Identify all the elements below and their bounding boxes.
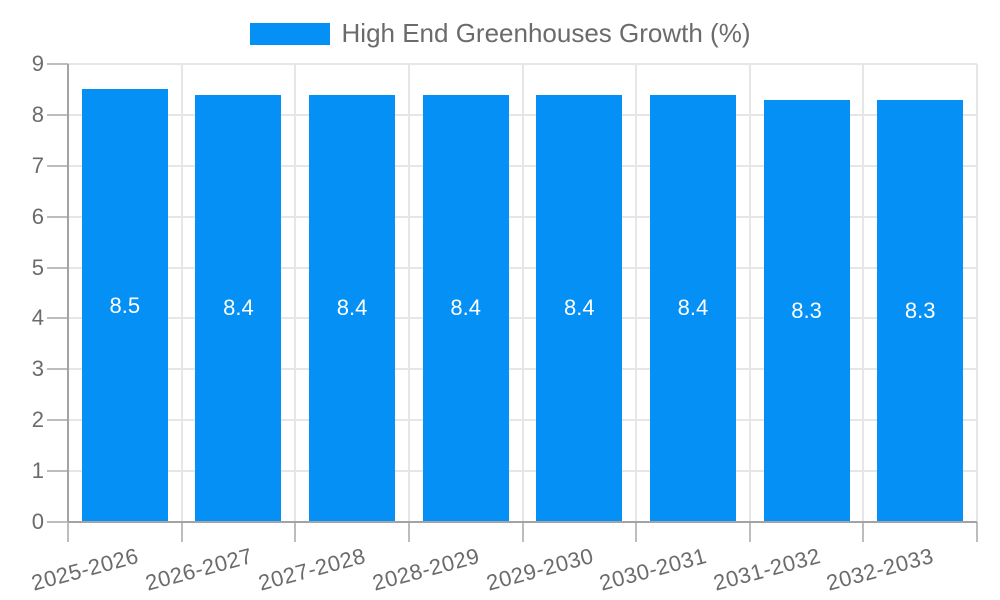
legend-item[interactable]: High End Greenhouses Growth (%) [249,18,751,49]
y-tick-label: 1 [31,458,44,484]
y-tick-mark [47,521,68,523]
y-tick-mark [47,164,68,167]
bar[interactable]: 8.4 [536,94,623,522]
legend: High End Greenhouses Growth (%) [0,18,1000,49]
x-tick-mark [294,522,297,542]
x-tick-label: 2029-2030 [483,543,596,596]
bar[interactable]: 8.4 [649,94,736,522]
x-axis: 2025-2026 2026-2027 2027-2028 2028-2029 2029… [29,522,977,600]
y-tick-mark [47,215,68,218]
x-tick-label: 2032-2033 [824,543,937,596]
bar-value-label: 8.4 [223,295,254,321]
gridline-vertical [180,64,183,522]
gridline-vertical [294,64,297,522]
plot-area: 8.5 8.4 8.4 8.4 8.4 8.4 8.3 8.3 [47,63,978,542]
y-tick-label: 4 [31,305,44,331]
x-tick-mark [521,522,524,542]
gridline-vertical [748,64,751,522]
y-axis-line [67,64,69,522]
y-tick-mark [47,266,68,269]
gridline-vertical [521,64,524,522]
legend-swatch [249,22,330,45]
x-axis-line [68,521,977,523]
x-tick-mark [976,522,978,542]
x-tick-label: 2026-2027 [142,543,255,596]
x-tick-mark [180,522,183,542]
gridline-vertical [862,64,865,522]
y-tick-label: 6 [31,203,44,229]
bar[interactable]: 8.3 [763,99,850,522]
bar[interactable]: 8.3 [877,99,964,522]
bar-value-label: 8.3 [791,297,822,323]
y-tick-label: 8 [31,101,44,127]
x-tick-mark [67,522,69,542]
bar-value-label: 8.5 [109,292,141,318]
bar[interactable]: 8.5 [81,89,168,522]
y-tick-mark [47,470,68,473]
x-tick-label: 2030-2031 [596,543,710,596]
x-tick-label: 2027-2028 [256,543,369,596]
x-tick-mark [862,522,865,542]
y-tick-label: 2 [31,407,44,433]
bar-value-label: 8.4 [336,295,368,321]
x-tick-mark [748,522,751,542]
bar[interactable]: 8.4 [422,94,509,522]
x-tick-label: 2031-2032 [710,543,824,596]
gridline-vertical [635,64,638,522]
y-tick-mark [47,113,68,116]
y-tick-label: 7 [31,152,44,178]
bar-value-label: 8.3 [904,297,936,323]
legend-label: High End Greenhouses Growth (%) [341,18,751,48]
bar-value-label: 8.4 [677,295,709,321]
y-tick-label: 3 [31,356,44,382]
bar-value-label: 8.4 [564,295,595,321]
y-tick-mark [47,63,68,65]
x-tick-label: 2028-2029 [369,543,483,596]
y-tick-label: 0 [31,509,44,534]
bar-value-label: 8.4 [450,295,481,321]
y-tick-mark [47,317,68,320]
x-tick-label: 2025-2026 [28,543,142,596]
y-tick-mark [47,368,68,371]
y-tick-label: 9 [31,51,44,76]
bar[interactable]: 8.4 [309,94,396,522]
y-tick-label: 5 [31,254,44,280]
gridline-vertical [976,64,978,522]
bar[interactable]: 8.4 [195,94,282,522]
y-axis: 0 1 2 3 4 5 6 7 8 9 [0,53,44,533]
x-tick-mark [407,522,410,542]
gridline-vertical [407,64,410,522]
y-tick-mark [47,419,68,422]
x-tick-mark [635,522,638,542]
